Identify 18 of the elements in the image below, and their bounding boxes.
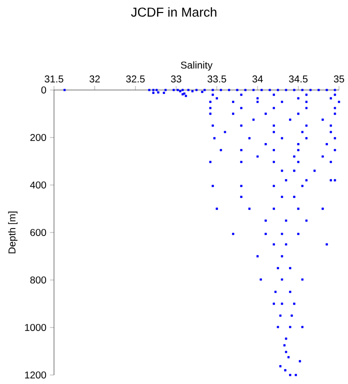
x-tick-label: 33 — [170, 75, 182, 82]
y-tick-label: 1000 — [25, 324, 46, 332]
x-tick-label: 34.5 — [288, 75, 308, 82]
x-axis-title: Salinity — [180, 61, 213, 71]
x-tick-label: 32.5 — [126, 75, 145, 82]
y-tick-label: 400 — [30, 181, 46, 189]
x-tick-label: 33.5 — [208, 75, 226, 82]
y-tick-label: 200 — [30, 134, 46, 142]
x-tick-label: 32 — [90, 75, 100, 82]
x-tick-label: 34 — [252, 75, 263, 82]
y-axis-title: Depth [m] — [8, 212, 18, 254]
y-tick-label: 800 — [30, 276, 46, 284]
x-tick-label: 31.5 — [44, 75, 64, 82]
y-tick-label: 600 — [30, 228, 46, 236]
chart-title: JCDF in March — [131, 7, 216, 17]
y-tick-label: 1200 — [25, 371, 46, 379]
y-tick-label: 0 — [41, 86, 46, 94]
x-tick-label: 35 — [334, 75, 344, 82]
